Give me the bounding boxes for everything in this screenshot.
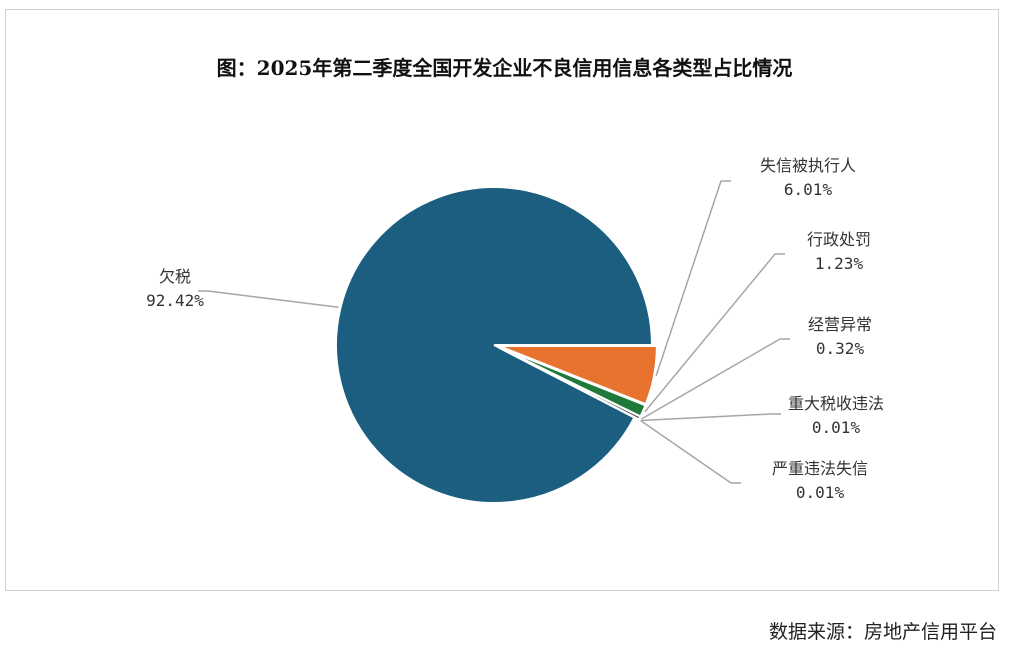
slice-value-1: 6.01%: [784, 180, 833, 199]
chart-title: 图：2025年第二季度全国开发企业不良信用信息各类型占比情况: [216, 56, 793, 80]
slice-labels: 欠税 92.42% 失信被执行人 6.01% 行政处罚 1.23% 经营异常 0.32% 重大税…: [146, 156, 884, 502]
leader-lines: [198, 180, 790, 484]
slice-value-5: 0.01%: [796, 483, 845, 502]
leader-line-4: [640, 413, 781, 422]
slice-label-3: 经营异常: [808, 315, 872, 334]
slice-label-2: 行政处罚: [807, 230, 871, 249]
leader-line-5: [640, 419, 741, 484]
leader-line-3: [641, 338, 790, 420]
pie-slice-1: [498, 344, 658, 406]
pie-slice-0: [335, 186, 654, 504]
slice-label-5: 严重违法失信: [772, 459, 868, 478]
slice-label-1: 失信被执行人: [760, 156, 856, 175]
leader-line-0: [198, 290, 339, 309]
pie-slice-5: [497, 346, 641, 422]
slice-label-4: 重大税收违法: [788, 394, 884, 413]
slice-value-0: 92.42%: [146, 291, 204, 310]
slice-value-3: 0.32%: [816, 339, 865, 358]
leader-line-1: [655, 180, 731, 377]
slice-value-4: 0.01%: [812, 418, 861, 437]
slice-value-2: 1.23%: [815, 254, 864, 273]
slice-label-0: 欠税: [159, 267, 191, 286]
leader-line-2: [644, 253, 785, 413]
source-note: 数据来源：房地产信用平台: [768, 621, 997, 643]
pie-slices: [335, 186, 658, 504]
